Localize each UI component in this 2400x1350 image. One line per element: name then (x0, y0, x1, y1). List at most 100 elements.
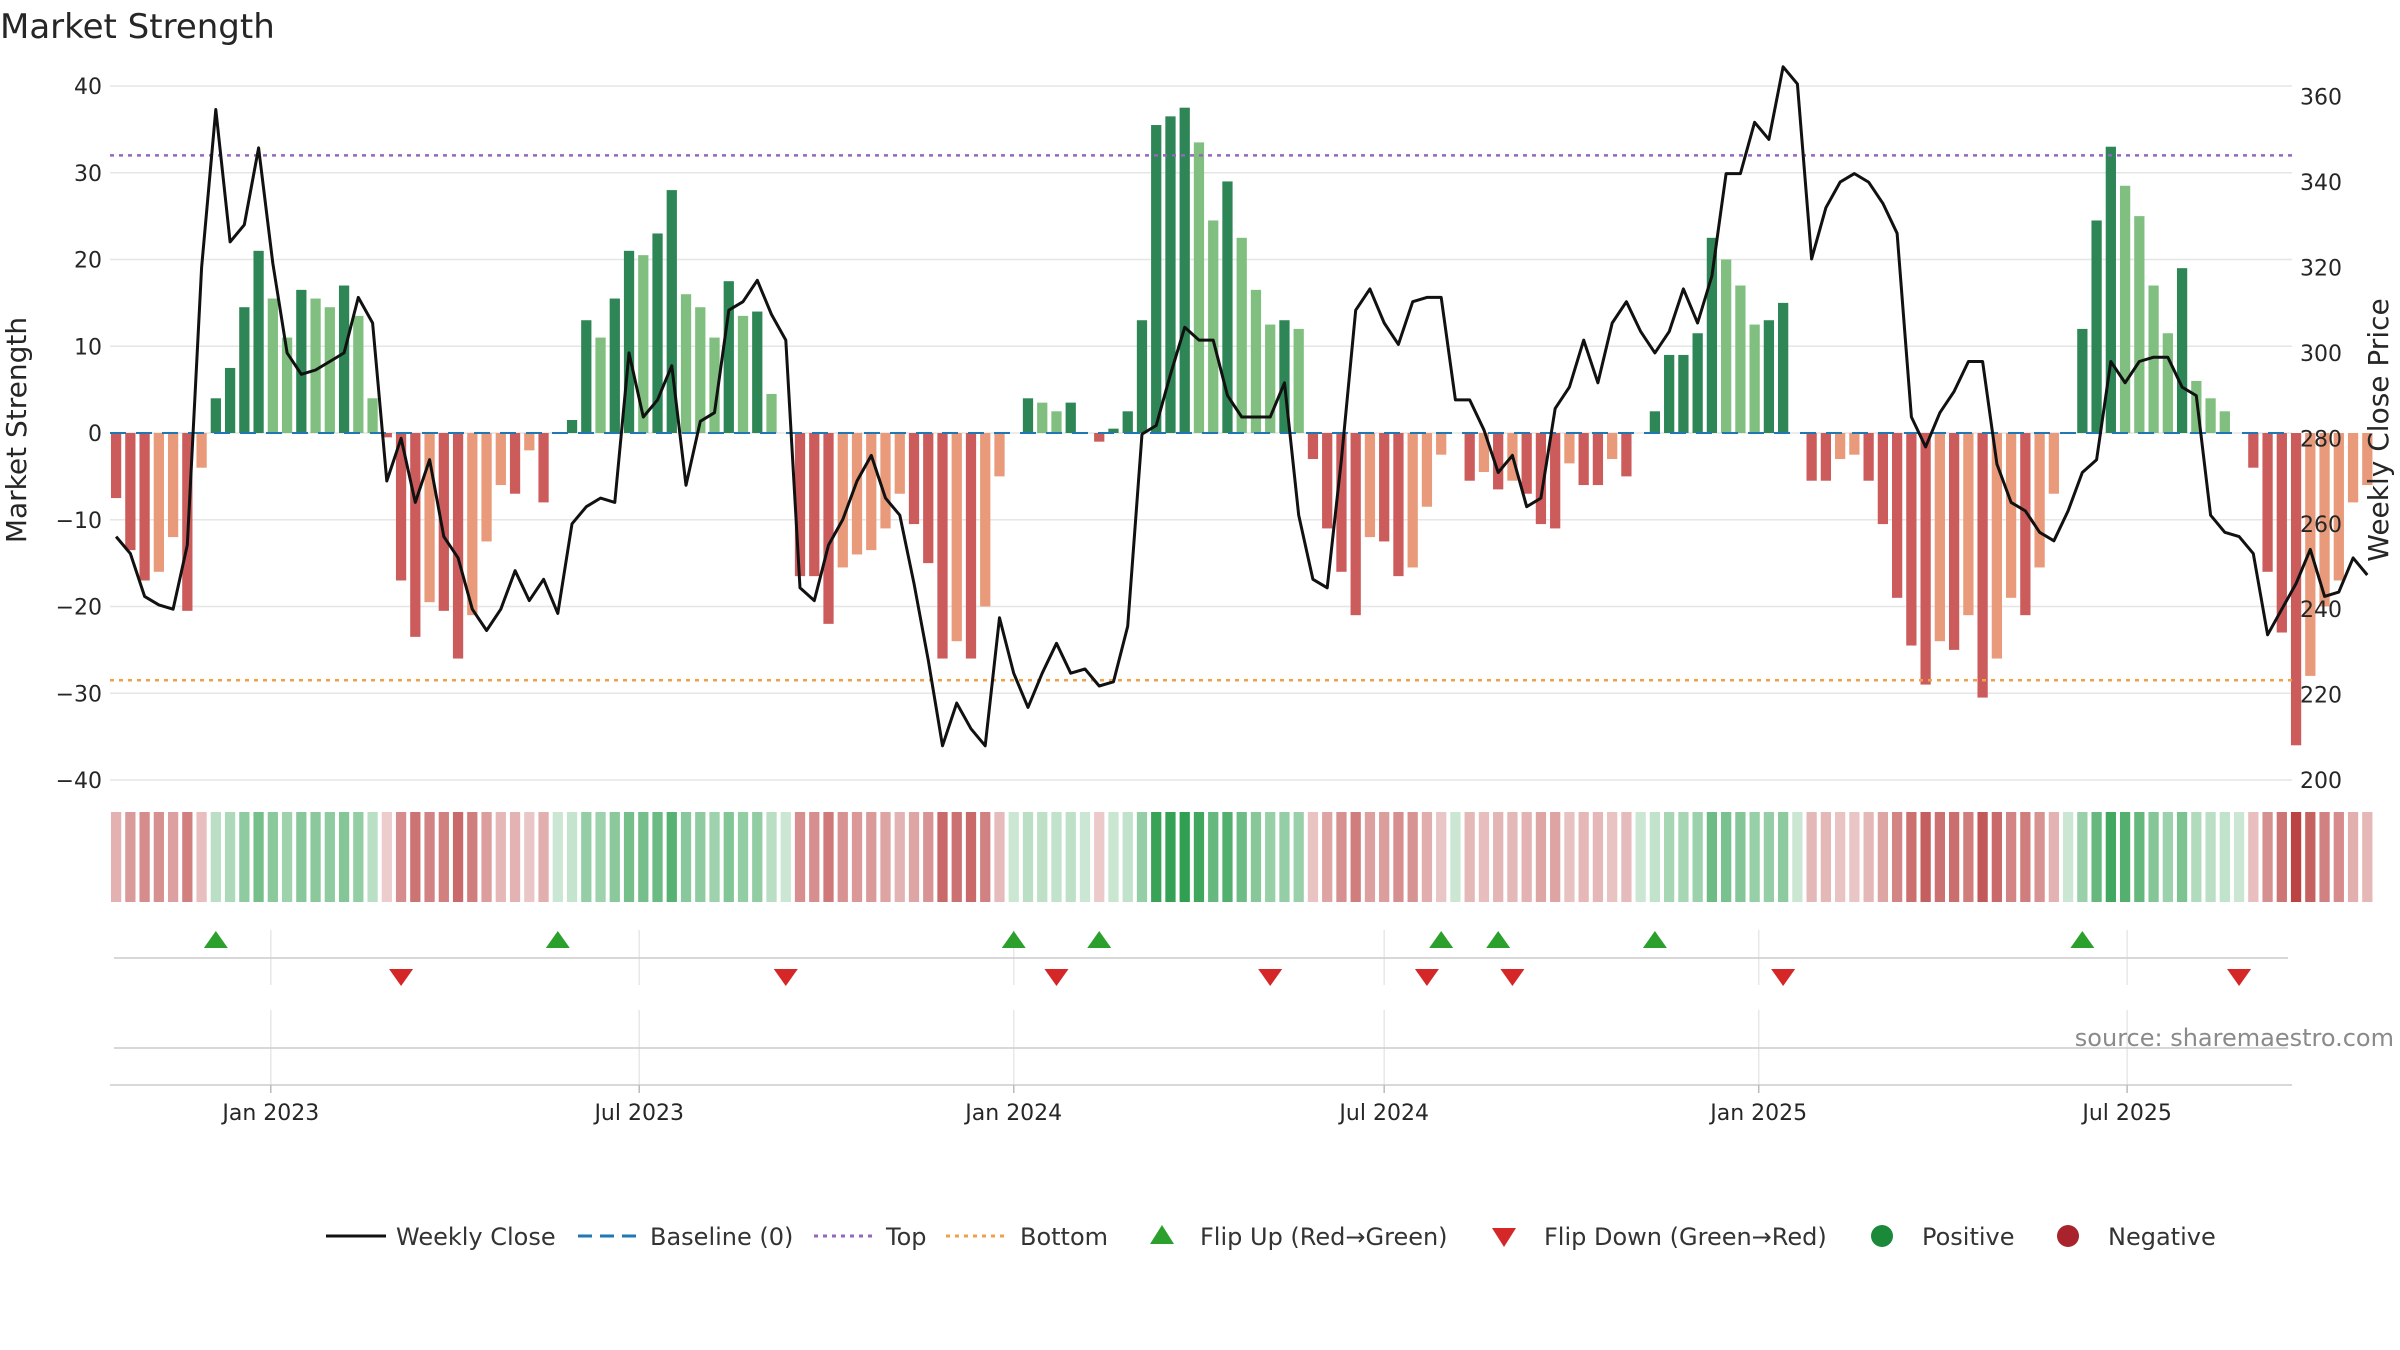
strength-bar (481, 433, 492, 542)
y-tick-label: −10 (56, 509, 102, 534)
heat-cell (908, 812, 920, 902)
strength-bar (1478, 433, 1490, 473)
flip-up-marker (203, 931, 228, 948)
heat-cell (1151, 812, 1162, 902)
y2-tick-label: 280 (2300, 427, 2342, 452)
heat-cell (1364, 812, 1376, 902)
heat-cell (1379, 812, 1390, 902)
strength-bar (353, 315, 364, 433)
heat-cell (1649, 812, 1661, 902)
y-axis-label: Market Strength (0, 317, 33, 543)
strength-bar (2262, 433, 2273, 572)
heat-cell (737, 812, 749, 902)
heat-cell (666, 812, 677, 902)
flip-down-marker (1771, 969, 1796, 986)
strength-bar (2091, 220, 2102, 433)
strength-bar (1265, 324, 1276, 433)
strength-bar (1621, 433, 1632, 477)
strength-bar (1550, 433, 1561, 529)
strength-bar (2205, 398, 2216, 433)
heat-cell (652, 812, 663, 902)
y2-tick-label: 260 (2300, 513, 2342, 538)
strength-bar (880, 433, 891, 529)
legend-baseline: Baseline (0) (650, 1223, 793, 1251)
heat-cell (2276, 812, 2287, 902)
heat-cell (695, 812, 706, 902)
strength-bar (2176, 268, 2188, 433)
strength-bar (1849, 433, 1860, 455)
heat-cell (1421, 812, 1433, 902)
strength-bar (1379, 433, 1390, 542)
strength-bar (1136, 320, 1148, 433)
flip-down-marker (773, 969, 798, 986)
x-tick-label: Jan 2025 (1708, 1101, 1807, 1126)
heat-cell (2148, 812, 2159, 902)
heat-cell (267, 812, 278, 902)
strength-bar (253, 250, 264, 433)
heat-cell (894, 812, 905, 902)
heat-cell (1891, 812, 1903, 902)
heat-cell (1806, 812, 1817, 902)
heat-cell (837, 812, 848, 902)
strength-bar (595, 337, 606, 433)
strength-bar (2276, 433, 2287, 633)
strength-bar (395, 433, 407, 581)
heat-cell (2362, 812, 2373, 902)
heat-cell (1236, 812, 1247, 902)
strength-bar (1193, 142, 1205, 433)
heat-cell (1051, 812, 1062, 902)
heat-cell (1706, 812, 1718, 902)
heat-cell (1863, 812, 1874, 902)
heat-cell (2162, 812, 2173, 902)
strength-bars (110, 107, 2373, 746)
strength-bar (1151, 125, 1162, 433)
strength-bar (1521, 433, 1532, 494)
strength-bar (495, 433, 506, 486)
strength-bar (2319, 433, 2330, 607)
heat-cell (2062, 812, 2074, 902)
heat-cell (367, 812, 378, 902)
heat-cell (2034, 812, 2045, 902)
source-credit: source: sharemaestro.com (2075, 1024, 2394, 1052)
strength-bar (1721, 259, 1732, 433)
strength-bar (2134, 216, 2145, 433)
strength-bar (239, 307, 250, 433)
legend-flip-down: Flip Down (Green→Red) (1544, 1223, 1827, 1251)
heat-cell (2305, 812, 2316, 902)
heat-cell (2134, 812, 2145, 902)
strength-bar (1307, 433, 1319, 460)
y-tick-label: 30 (74, 162, 102, 187)
heat-cell (452, 812, 464, 902)
strength-bar (2362, 433, 2373, 486)
heat-cell (1535, 812, 1547, 902)
strength-bar (1051, 411, 1062, 433)
strength-bar (196, 433, 207, 468)
heat-cell (1991, 812, 2002, 902)
heat-cell (1849, 812, 1860, 902)
strength-bar (1891, 433, 1903, 598)
flip-up-marker (545, 931, 570, 948)
heat-cell (566, 812, 578, 902)
strength-bar (1222, 181, 1233, 433)
heat-cell (680, 812, 692, 902)
heat-cell (310, 812, 321, 902)
heat-cell (182, 812, 193, 902)
flip-up-marker (2070, 931, 2095, 948)
heat-cell (780, 812, 791, 902)
heat-cell (1934, 812, 1945, 902)
heat-cell (723, 812, 734, 902)
legend-positive: Positive (1922, 1223, 2015, 1251)
strength-bar (1564, 433, 1575, 464)
heat-cell (2077, 812, 2088, 902)
heat-cell (609, 812, 620, 902)
strength-bar (652, 233, 663, 433)
heat-cell (167, 812, 179, 902)
strength-bar (866, 433, 877, 551)
strength-bar (709, 337, 720, 433)
y-tick-label: 10 (74, 335, 102, 360)
flip-up-marker (1001, 931, 1026, 948)
weekly-close-line-group (114, 65, 2369, 748)
strength-bar (524, 433, 535, 451)
strength-bar (438, 433, 449, 611)
